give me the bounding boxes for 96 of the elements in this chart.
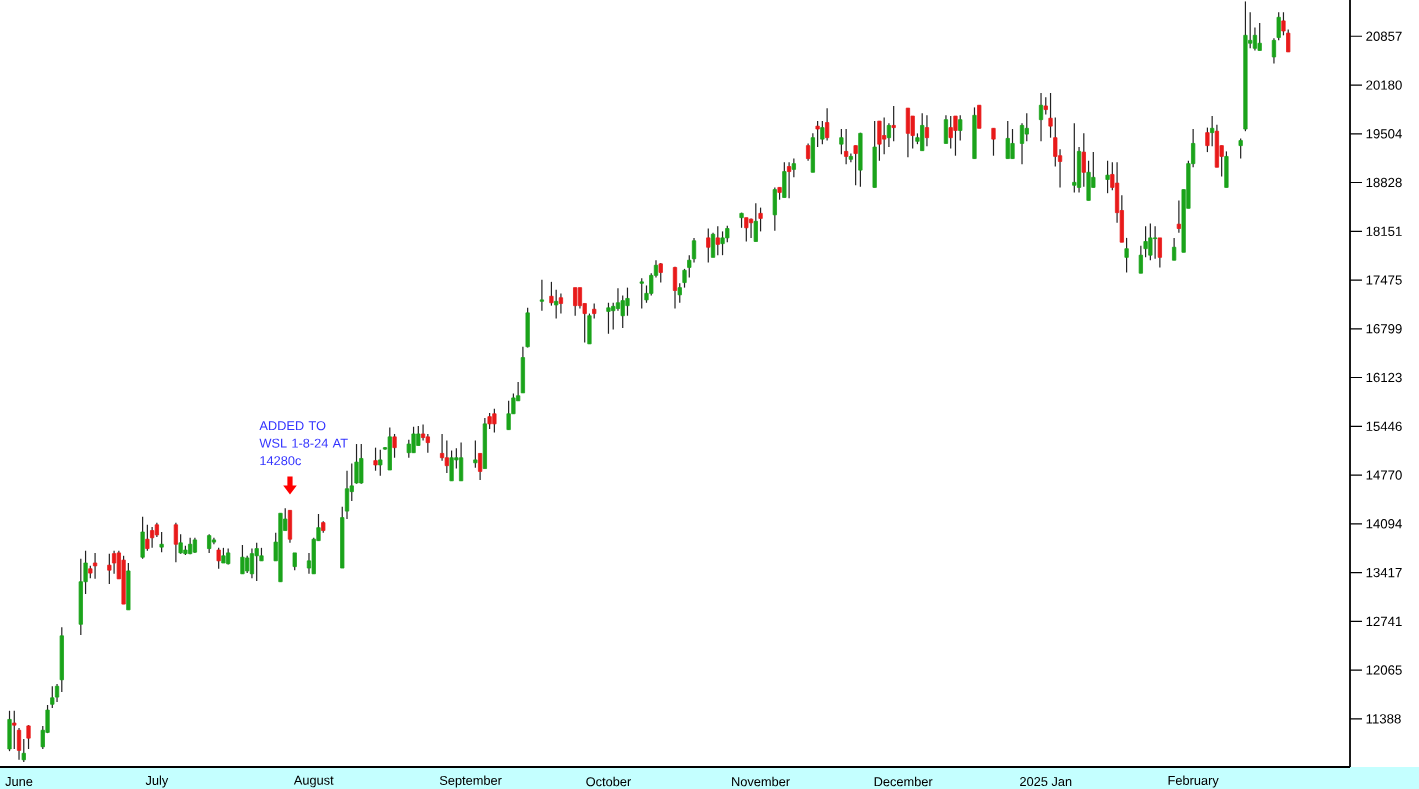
candlestick: [392, 433, 397, 459]
x-tick-label: February: [1168, 775, 1219, 788]
candlestick: [478, 452, 483, 481]
candlestick: [549, 281, 554, 307]
y-tick-label: 12741: [1366, 616, 1402, 626]
y-tick-label: 15446: [1366, 421, 1402, 431]
candlestick: [1276, 11, 1281, 41]
candlestick: [1105, 160, 1110, 194]
y-tick-label: 16799: [1366, 324, 1402, 334]
candlestick: [573, 287, 578, 317]
y-tick-label: 18151: [1366, 226, 1402, 236]
candlestick: [658, 262, 663, 284]
candlestick: [1038, 92, 1044, 142]
y-tick-label: 13417: [1366, 567, 1402, 578]
candlestick: [758, 207, 763, 232]
candlestick: [145, 524, 150, 552]
candlestick: [825, 107, 830, 142]
y-tick-label: 20180: [1366, 80, 1402, 90]
y-tick-label: 12065: [1366, 665, 1402, 675]
x-tick-label: June: [5, 777, 33, 786]
x-tick-label: December: [874, 776, 933, 787]
candlestick: [1048, 92, 1053, 139]
candlestick: [1271, 37, 1277, 65]
candlestick: [458, 442, 464, 482]
x-tick-label: 2025 Jan: [1020, 777, 1072, 787]
y-tick-label: 17475: [1366, 275, 1402, 285]
y-tick-label: 14094: [1366, 519, 1402, 529]
candlestick: [1257, 22, 1262, 52]
candlestick: [924, 114, 930, 147]
candlestick: [54, 683, 60, 703]
candlestick: [539, 279, 545, 312]
candlestick: [715, 225, 720, 256]
candlestick: [1024, 112, 1029, 142]
candlestick: [373, 447, 378, 472]
candlestick: [439, 433, 445, 462]
candlestick: [1252, 26, 1258, 52]
candlestick: [420, 423, 426, 442]
x-tick-label: July: [145, 775, 169, 788]
candlestick: [558, 292, 564, 315]
candlestick: [1157, 237, 1162, 269]
candlestick: [991, 127, 996, 157]
candlestick: [1124, 237, 1129, 274]
candlestick: [886, 122, 892, 148]
candlestick: [672, 266, 678, 310]
candlestick: [1019, 122, 1025, 165]
candlestick: [753, 202, 758, 243]
x-tick-label: November: [732, 776, 790, 787]
x-tick-label: September: [439, 775, 502, 788]
y-tick-label: 16123: [1366, 372, 1402, 383]
candlestick: [159, 531, 164, 553]
candlestick: [1081, 132, 1086, 188]
candlestick: [249, 547, 255, 579]
y-tick-label: 19504: [1366, 129, 1402, 139]
candlestick: [173, 522, 178, 563]
x-tick-label: October: [586, 776, 632, 787]
candlestick: [1281, 11, 1286, 36]
y-tick-label: 18828: [1366, 177, 1402, 188]
candlestick: [26, 724, 31, 750]
candlestick: [473, 439, 478, 469]
candlestick: [853, 145, 858, 186]
candlestick: [706, 227, 711, 263]
candlestick: [943, 114, 949, 145]
y-tick-label: 11388: [1366, 714, 1401, 724]
candlestick: [815, 120, 820, 148]
candlestick: [12, 710, 17, 750]
y-tick-label: 20857: [1366, 31, 1402, 41]
candlestick: [1238, 137, 1243, 160]
candlestick: [92, 552, 98, 580]
candlestick: [682, 268, 687, 289]
y-tick-label: 14770: [1366, 470, 1402, 480]
candlestick: [786, 161, 792, 199]
candlestick: [844, 128, 849, 165]
candlestick: [1176, 199, 1181, 234]
candlestick: [577, 287, 583, 310]
candlestick: [744, 217, 749, 243]
candlestick: [554, 289, 559, 320]
candlestick: [16, 727, 22, 761]
candlestick: [1072, 122, 1077, 194]
x-tick-label: August: [293, 775, 334, 788]
annotation: ADDED TO WSL 1-8-24 AT 14280c: [259, 421, 348, 466]
candlestick: [216, 547, 221, 570]
candlestick: [710, 232, 716, 258]
candlestick: [1205, 126, 1210, 153]
candlestick: [639, 277, 644, 310]
candlestick: [107, 553, 112, 585]
candlestick: [50, 685, 55, 709]
candlestick: [378, 449, 383, 477]
candlestick: [615, 287, 621, 312]
candlestick: [1286, 28, 1291, 53]
candlestick: [958, 114, 963, 142]
candlestick: [1172, 237, 1177, 261]
candlestick: [748, 217, 754, 239]
candlestick: [1210, 115, 1215, 147]
candlestick: [977, 104, 982, 129]
candlestick: [207, 533, 212, 554]
candlestick: [891, 105, 896, 142]
